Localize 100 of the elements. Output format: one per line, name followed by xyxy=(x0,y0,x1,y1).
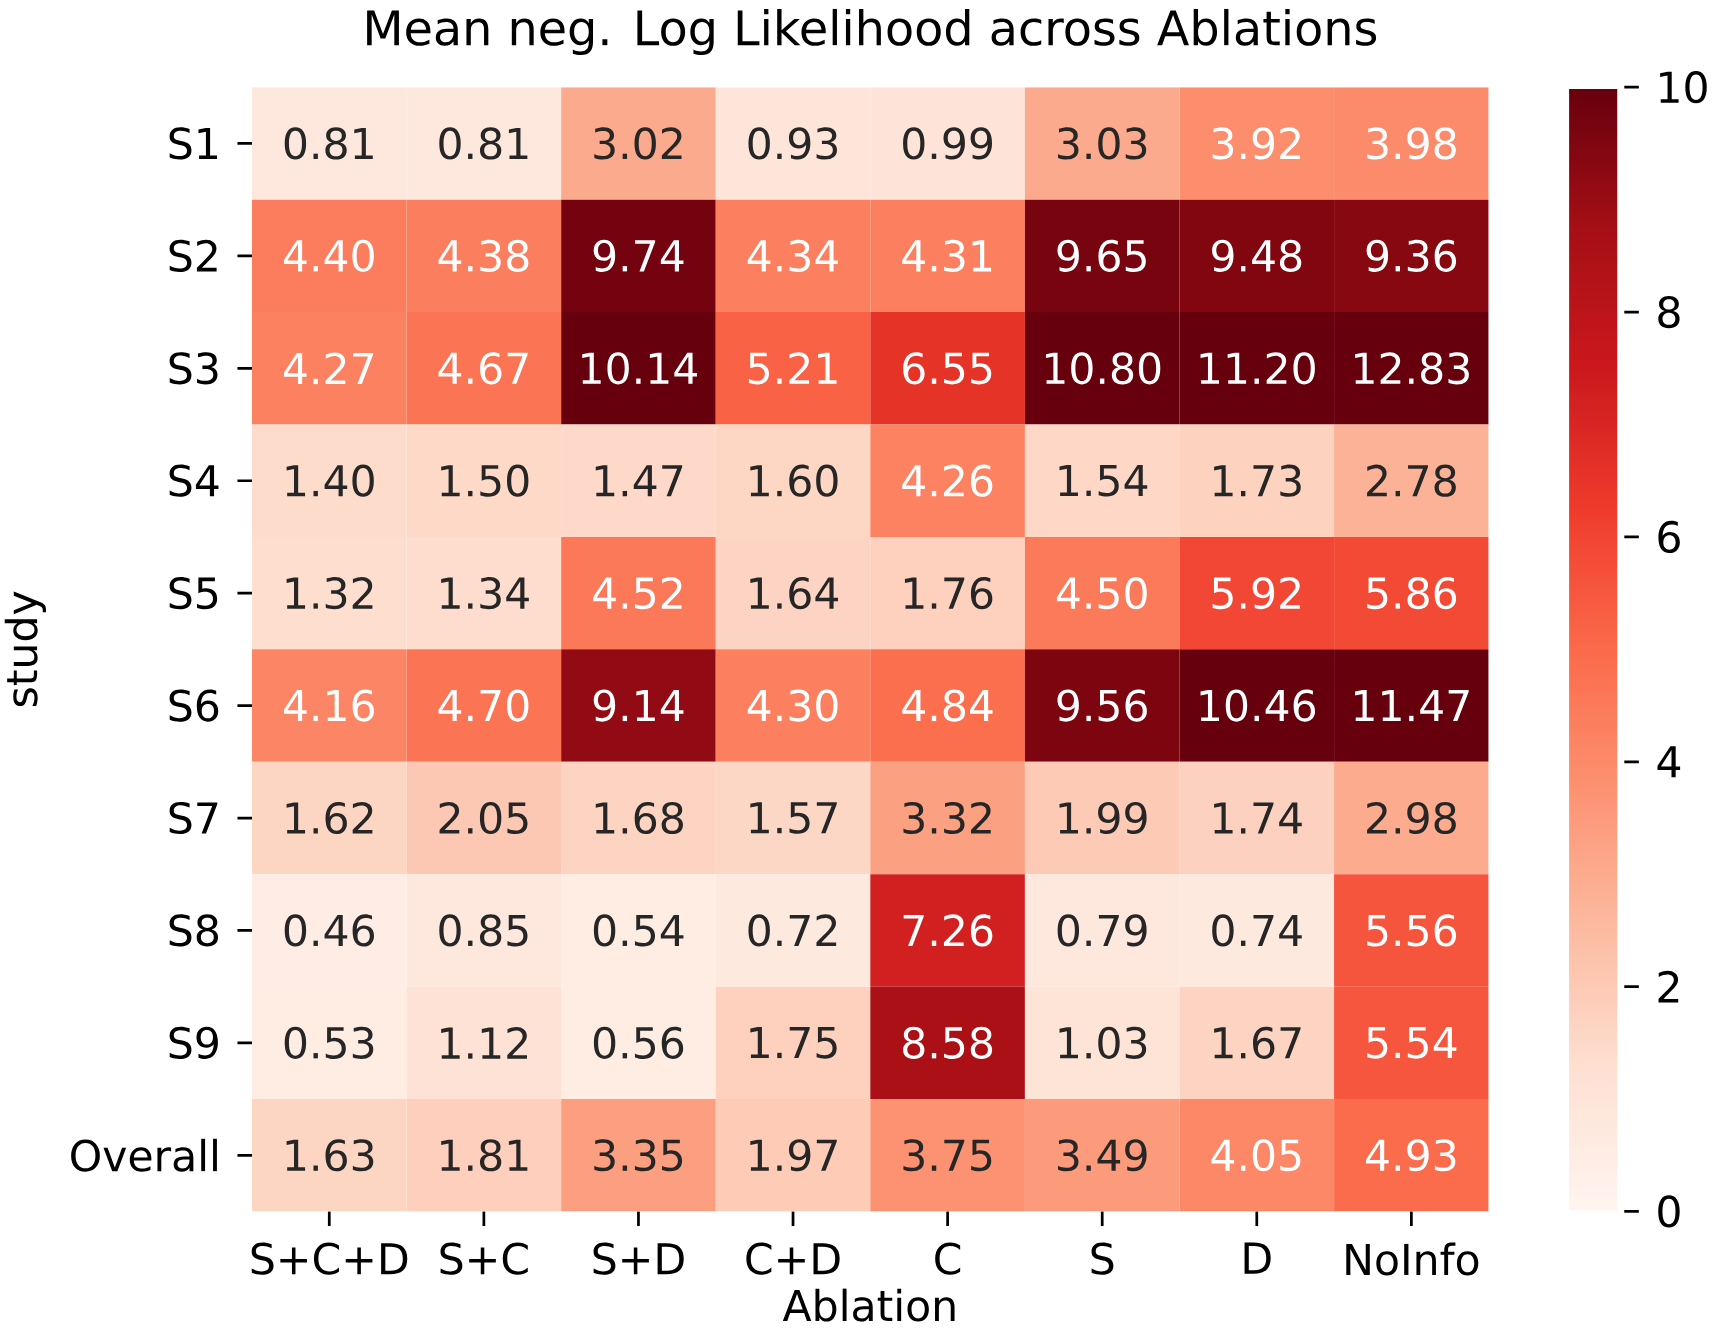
data-label: 0.93 xyxy=(748,127,837,160)
y-tick-label: Overall xyxy=(71,1138,217,1172)
x-tick-label: D xyxy=(1244,1242,1271,1274)
color-bar-label: 10 xyxy=(1660,70,1707,104)
data-label: 4.70 xyxy=(438,689,529,722)
data-label: 0.79 xyxy=(1057,914,1147,947)
data-label: 1.97 xyxy=(750,1139,837,1172)
color-bar-label: 2 xyxy=(1658,970,1679,1003)
data-label: 4.40 xyxy=(283,239,374,272)
data-label: 1.63 xyxy=(286,1139,374,1172)
data-label: 5.86 xyxy=(1367,576,1457,610)
data-label: 2.98 xyxy=(1367,801,1456,834)
y-tick-label: S8 xyxy=(169,914,218,947)
data-label: 5.21 xyxy=(748,352,837,385)
data-label: 9.56 xyxy=(1057,689,1147,722)
data-label: 9.74 xyxy=(593,239,684,272)
data-label: 1.60 xyxy=(750,464,838,497)
x-tick-label: C xyxy=(935,1242,961,1275)
data-label: 2.78 xyxy=(1367,464,1456,497)
data-label: 10.46 xyxy=(1200,689,1316,722)
data-label: 4.52 xyxy=(593,576,682,610)
y-tick-label: S1 xyxy=(169,127,217,160)
x-axis-title: Ablation xyxy=(782,1288,955,1322)
data-label: 1.34 xyxy=(441,576,529,610)
data-label: 5.92 xyxy=(1212,576,1300,610)
data-label: 1.67 xyxy=(1214,1026,1301,1059)
data-label: 3.98 xyxy=(1367,127,1456,160)
data-label: 9.65 xyxy=(1057,239,1146,272)
data-label: 10.14 xyxy=(582,352,697,385)
data-label: 0.53 xyxy=(284,1026,374,1059)
data-label: 0.46 xyxy=(284,914,374,947)
data-label: 12.83 xyxy=(1355,352,1469,385)
data-label: 2.05 xyxy=(439,801,528,834)
data-label: 11.20 xyxy=(1200,352,1315,385)
chart-title: Mean neg. Log Likelihood across Ablations xyxy=(367,8,1377,55)
y-tick-label: S4 xyxy=(169,464,219,497)
data-label: 1.74 xyxy=(1214,802,1302,834)
data-label: 3.03 xyxy=(1058,127,1147,160)
data-label: 4.84 xyxy=(902,689,993,722)
data-label: 0.85 xyxy=(439,914,528,947)
x-tick-label: S xyxy=(1091,1242,1114,1275)
color-bar-label: 4 xyxy=(1657,746,1681,778)
data-label: 1.32 xyxy=(286,576,373,610)
y-axis-title: study xyxy=(4,591,46,706)
data-label: 9.14 xyxy=(593,689,684,722)
data-label: 4.16 xyxy=(283,689,374,722)
data-label: 3.35 xyxy=(594,1139,683,1172)
data-label: 4.05 xyxy=(1211,1139,1301,1172)
y-tick-label: S3 xyxy=(169,352,218,385)
data-label: 5.54 xyxy=(1367,1026,1457,1059)
data-label: 4.38 xyxy=(438,239,529,272)
y-tick-label: S9 xyxy=(169,1026,218,1059)
data-label: 1.75 xyxy=(750,1026,837,1059)
data-label: 4.67 xyxy=(438,352,528,385)
data-label: 4.30 xyxy=(747,689,838,722)
color-bar-label: 8 xyxy=(1658,295,1680,329)
data-label: 0.72 xyxy=(748,914,837,947)
data-label: 3.75 xyxy=(903,1139,992,1172)
data-label: 3.49 xyxy=(1058,1139,1147,1172)
x-tick-label: C+D xyxy=(746,1242,840,1275)
data-label: 7.26 xyxy=(903,914,993,947)
data-label: 1.12 xyxy=(441,1026,527,1059)
data-label: 1.47 xyxy=(595,465,683,497)
data-label: 6.55 xyxy=(903,352,992,385)
data-label: 11.47 xyxy=(1355,689,1469,721)
y-tick-label: S2 xyxy=(169,239,217,272)
data-label: 1.62 xyxy=(286,801,373,834)
data-label: 0.81 xyxy=(284,127,373,160)
data-label: 4.26 xyxy=(902,464,993,497)
data-label: 0.81 xyxy=(439,127,528,160)
data-label: 1.40 xyxy=(286,464,374,497)
data-label: 4.50 xyxy=(1056,576,1147,610)
data-label: 0.54 xyxy=(593,914,684,947)
data-label: 1.03 xyxy=(1059,1026,1147,1059)
data-label: 0.74 xyxy=(1212,914,1302,947)
data-label: 1.68 xyxy=(595,801,683,834)
data-label: 1.57 xyxy=(750,802,837,834)
data-label: 1.64 xyxy=(750,576,839,610)
y-tick-label: S7 xyxy=(169,801,218,834)
data-label: 0.56 xyxy=(593,1026,684,1059)
data-label: 1.50 xyxy=(441,464,529,497)
data-label: 1.73 xyxy=(1214,464,1301,497)
x-tick-label: S+C xyxy=(440,1242,528,1275)
data-label: 9.36 xyxy=(1366,239,1457,272)
data-label: 9.48 xyxy=(1212,239,1302,272)
data-label: 3.32 xyxy=(903,801,991,834)
data-label: 1.76 xyxy=(904,576,993,610)
data-label: 10.80 xyxy=(1045,352,1161,385)
data-label: 3.02 xyxy=(594,127,682,160)
data-label: 4.27 xyxy=(283,352,374,384)
data-label: 0.99 xyxy=(903,127,993,160)
x-tick-label: S+D xyxy=(593,1242,684,1275)
y-tick-label: S5 xyxy=(169,576,218,610)
y-tick-label: S6 xyxy=(169,689,219,722)
data-label: 4.93 xyxy=(1366,1139,1456,1172)
data-label: 5.56 xyxy=(1367,914,1457,947)
color-bar-label: 6 xyxy=(1658,520,1680,553)
x-tick-label: NoInfo xyxy=(1346,1242,1479,1276)
data-label: 1.54 xyxy=(1059,464,1148,497)
data-label: 3.92 xyxy=(1212,127,1300,160)
